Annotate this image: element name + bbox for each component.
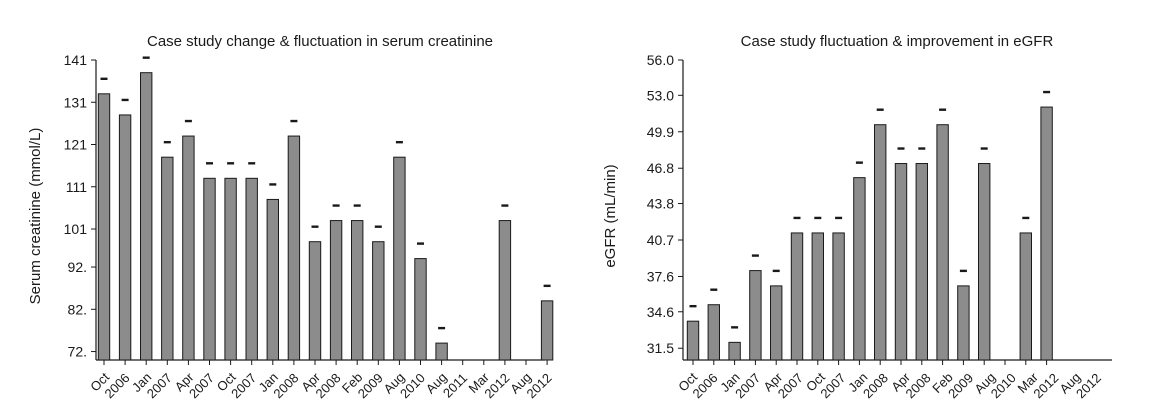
x-tick-label: Aug2010 xyxy=(381,360,428,407)
x-tick-label: Oct2006 xyxy=(675,360,720,405)
x-tick-label: Feb2009 xyxy=(929,360,976,407)
bar xyxy=(245,177,258,361)
bar xyxy=(224,177,237,361)
y-tick-label: 111 xyxy=(66,179,87,195)
bar xyxy=(707,304,720,361)
bar xyxy=(770,285,783,361)
y-tick-label: 131 xyxy=(64,94,88,110)
bar xyxy=(266,198,280,361)
bar xyxy=(790,232,804,361)
bar xyxy=(957,285,970,361)
bar xyxy=(287,135,301,361)
chart-title: Case study fluctuation & improvement in … xyxy=(741,33,1054,50)
x-tick-label: Jan2007 xyxy=(129,360,175,406)
y-axis-label: eGFR (mL/min) xyxy=(602,164,619,267)
bar xyxy=(182,135,195,361)
x-tick-label: Oct2006 xyxy=(87,360,132,405)
x-tick-label: Aug2010 xyxy=(971,360,1018,407)
chart-title: Case study change & fluctuation in serum… xyxy=(147,33,493,50)
bar xyxy=(435,342,448,361)
y-tick-label: 92. xyxy=(68,259,87,275)
y-tick-label: 34.6 xyxy=(647,304,674,320)
bar xyxy=(686,320,700,361)
bar xyxy=(351,220,364,361)
bar xyxy=(414,258,427,361)
y-tick-label: 82. xyxy=(68,301,87,317)
x-tick-label: Apr2008 xyxy=(888,360,933,405)
y-tick-label: 72. xyxy=(68,344,87,360)
x-tick-label: Mar2012 xyxy=(465,360,512,407)
y-tick-label: 53.0 xyxy=(647,87,674,103)
bar xyxy=(874,124,887,361)
bar xyxy=(749,270,762,361)
x-tick-label: Mar2012 xyxy=(1014,360,1061,407)
bar xyxy=(393,156,406,361)
bar xyxy=(978,163,991,361)
bar xyxy=(728,341,741,361)
y-tick-label: 37.6 xyxy=(647,268,674,284)
bar xyxy=(140,72,153,361)
x-tick-label: Oct2007 xyxy=(214,360,259,405)
y-axis-label: Serum creatinine (mmol/L) xyxy=(27,128,44,305)
y-tick-label: 56.0 xyxy=(647,52,674,68)
bar xyxy=(161,156,174,361)
bar xyxy=(811,232,824,361)
x-tick-label: Oct2007 xyxy=(803,360,848,405)
x-tick-label: Jan2008 xyxy=(845,360,891,406)
y-tick-label: 49.9 xyxy=(647,124,674,140)
x-tick-label: Jan2008 xyxy=(255,360,301,406)
x-tick-label: Apr2008 xyxy=(298,360,343,405)
bar xyxy=(329,220,343,361)
y-tick-label: 31.5 xyxy=(647,340,674,356)
y-tick-label: 101 xyxy=(64,221,88,237)
y-tick-label: 121 xyxy=(64,137,88,153)
bar xyxy=(308,241,322,361)
x-tick-label: Aug2012 xyxy=(1057,360,1104,407)
bar xyxy=(936,124,949,361)
x-tick-label: Feb2009 xyxy=(339,360,386,407)
x-tick-label: Aug2012 xyxy=(507,360,554,407)
bar xyxy=(894,163,908,361)
x-tick-label: Aug2011 xyxy=(423,360,470,407)
bar xyxy=(498,220,512,361)
y-tick-label: 141 xyxy=(64,52,88,68)
bar xyxy=(853,177,866,361)
x-tick-label: Jan2007 xyxy=(717,360,763,406)
bar xyxy=(1040,106,1053,361)
bar xyxy=(915,163,928,361)
bar xyxy=(832,232,845,361)
x-tick-label: Apr2007 xyxy=(172,360,217,405)
y-tick-label: 40.7 xyxy=(647,232,674,248)
bar xyxy=(118,114,132,361)
bar xyxy=(1019,232,1032,361)
egfr-chart: Case study fluctuation & improvement in … xyxy=(602,33,1112,407)
bar xyxy=(540,300,554,361)
x-tick-label: Apr2007 xyxy=(760,360,805,405)
y-tick-label: 43.8 xyxy=(647,196,674,212)
bar xyxy=(203,177,216,361)
y-tick-label: 46.8 xyxy=(647,160,674,176)
bar xyxy=(372,241,385,361)
creatinine-chart: Case study change & fluctuation in serum… xyxy=(27,33,555,407)
bar xyxy=(97,93,111,361)
